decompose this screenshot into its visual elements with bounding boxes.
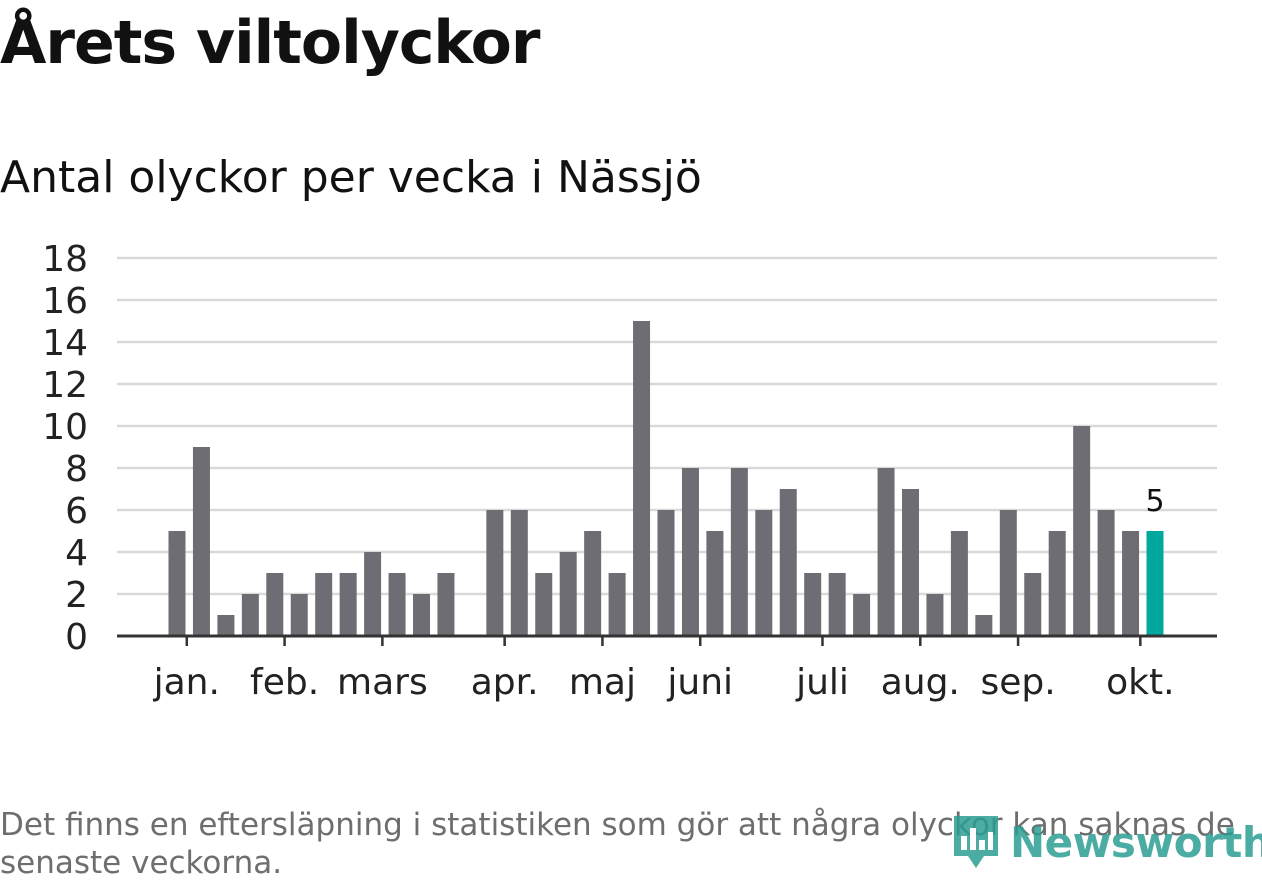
- x-tick-label: apr.: [471, 662, 539, 703]
- bar: [706, 531, 724, 636]
- bar: [828, 573, 846, 636]
- x-tick-label: aug.: [881, 662, 960, 703]
- y-tick-label: 2: [65, 575, 88, 616]
- x-tick-label: juli: [795, 662, 849, 703]
- bar: [999, 510, 1017, 636]
- chart-subtitle: Antal olyckor per vecka i Nässjö: [0, 152, 702, 203]
- x-tick-label: maj: [569, 662, 636, 703]
- footnote: Det finns en eftersläpning i statistiken…: [0, 807, 1235, 881]
- bar: [950, 531, 968, 636]
- y-tick-label: 14: [42, 323, 88, 364]
- bar: [975, 615, 993, 636]
- bar: [290, 594, 308, 636]
- y-tick-label: 10: [42, 407, 88, 448]
- brand-name: Newsworthy: [1010, 817, 1262, 867]
- bar: [388, 573, 406, 636]
- bar: [339, 573, 357, 636]
- bar-chart-icon: [954, 816, 998, 868]
- x-tick-label: sep.: [980, 662, 1055, 703]
- bar: [755, 510, 773, 636]
- bar: [241, 594, 259, 636]
- bar: [168, 531, 186, 636]
- bar: [633, 321, 651, 636]
- bar: [1073, 426, 1091, 636]
- bar: [217, 615, 235, 636]
- bar: [853, 594, 871, 636]
- bar: [1048, 531, 1066, 636]
- bar: [681, 468, 699, 636]
- bar: [510, 510, 528, 636]
- bar: [437, 573, 455, 636]
- y-tick-label: 4: [65, 533, 88, 574]
- y-tick-label: 12: [42, 365, 88, 406]
- bar: [657, 510, 675, 636]
- bar: [902, 489, 919, 636]
- y-tick-label: 0: [65, 617, 88, 658]
- bar: [315, 573, 333, 636]
- bar: [266, 573, 284, 636]
- x-tick-label: mars: [337, 662, 428, 703]
- x-tick-label: juni: [666, 662, 733, 703]
- bar: [413, 594, 430, 636]
- bar: [877, 468, 895, 636]
- chart-title: Årets viltolyckor: [0, 8, 540, 78]
- bar: [804, 573, 822, 636]
- bar: [1024, 573, 1042, 636]
- x-tick-label: okt.: [1106, 662, 1174, 703]
- x-axis-ticks: jan. feb. mars apr. maj juni juli aug. sep. okt.: [153, 636, 1175, 703]
- y-tick-label: 6: [65, 491, 88, 532]
- x-tick-label: feb.: [250, 662, 319, 703]
- bar: [192, 447, 210, 636]
- data-labels: 5: [1145, 484, 1164, 519]
- bar: [559, 552, 577, 636]
- newsworthy-logo: Newsworthy: [950, 812, 1262, 872]
- x-tick-label: jan.: [153, 662, 220, 703]
- bars: [168, 321, 1164, 636]
- bar: [584, 531, 602, 636]
- bar: [364, 552, 382, 636]
- bar: [926, 594, 944, 636]
- data-label: 5: [1145, 484, 1164, 519]
- bar-highlight: [1146, 531, 1164, 636]
- bar: [779, 489, 797, 636]
- y-tick-label: 16: [42, 281, 88, 322]
- bar: [486, 510, 504, 636]
- bar: [1122, 531, 1140, 636]
- bar: [1097, 510, 1115, 636]
- y-tick-label: 18: [42, 239, 88, 280]
- y-tick-label: 8: [65, 449, 88, 490]
- bar: [730, 468, 748, 636]
- bar: [608, 573, 626, 636]
- bar: [535, 573, 553, 636]
